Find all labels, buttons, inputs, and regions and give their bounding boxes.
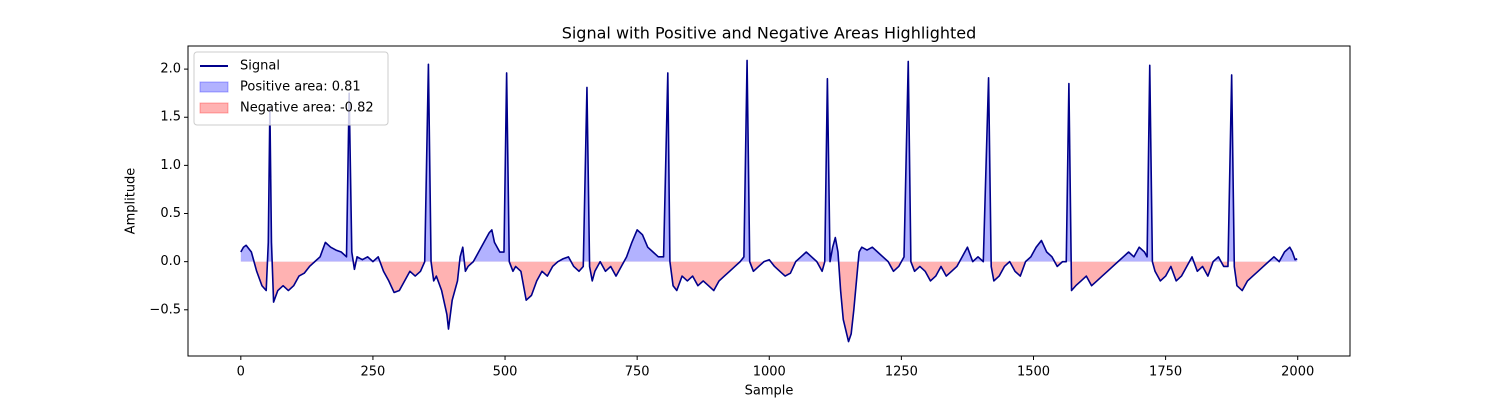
legend-label: Positive area: 0.81 <box>240 80 361 95</box>
area-fill <box>254 261 1269 342</box>
x-tick-label: 250 <box>361 365 386 380</box>
legend-swatch <box>199 81 229 93</box>
y-tick-label: 1.0 <box>160 158 181 173</box>
x-tick-label: 750 <box>625 365 650 380</box>
x-tick-label: 1000 <box>753 365 786 380</box>
y-tick-label: −0.5 <box>149 302 181 317</box>
legend-label: Signal <box>240 59 280 74</box>
legend-label: Negative area: -0.82 <box>240 101 374 116</box>
y-axis-label: Amplitude <box>124 168 139 235</box>
y-tick-label: 0.0 <box>160 254 181 269</box>
x-tick-label: 1250 <box>885 365 918 380</box>
y-tick-label: 0.5 <box>160 206 181 221</box>
x-axis-label: Sample <box>745 384 794 399</box>
y-tick-label: 2.0 <box>160 62 181 77</box>
x-tick-label: 0 <box>237 365 245 380</box>
x-tick-label: 1750 <box>1149 365 1182 380</box>
x-tick-label: 500 <box>493 365 518 380</box>
signal-line <box>240 59 1298 343</box>
y-tick-label: 1.5 <box>160 110 181 125</box>
legend-swatch <box>199 102 229 114</box>
area-fill <box>240 60 1298 262</box>
legend-box <box>193 51 389 126</box>
x-tick-label: 2000 <box>1281 365 1314 380</box>
chart-title: Signal with Positive and Negative Areas … <box>562 24 977 43</box>
x-tick-label: 1500 <box>1017 365 1050 380</box>
